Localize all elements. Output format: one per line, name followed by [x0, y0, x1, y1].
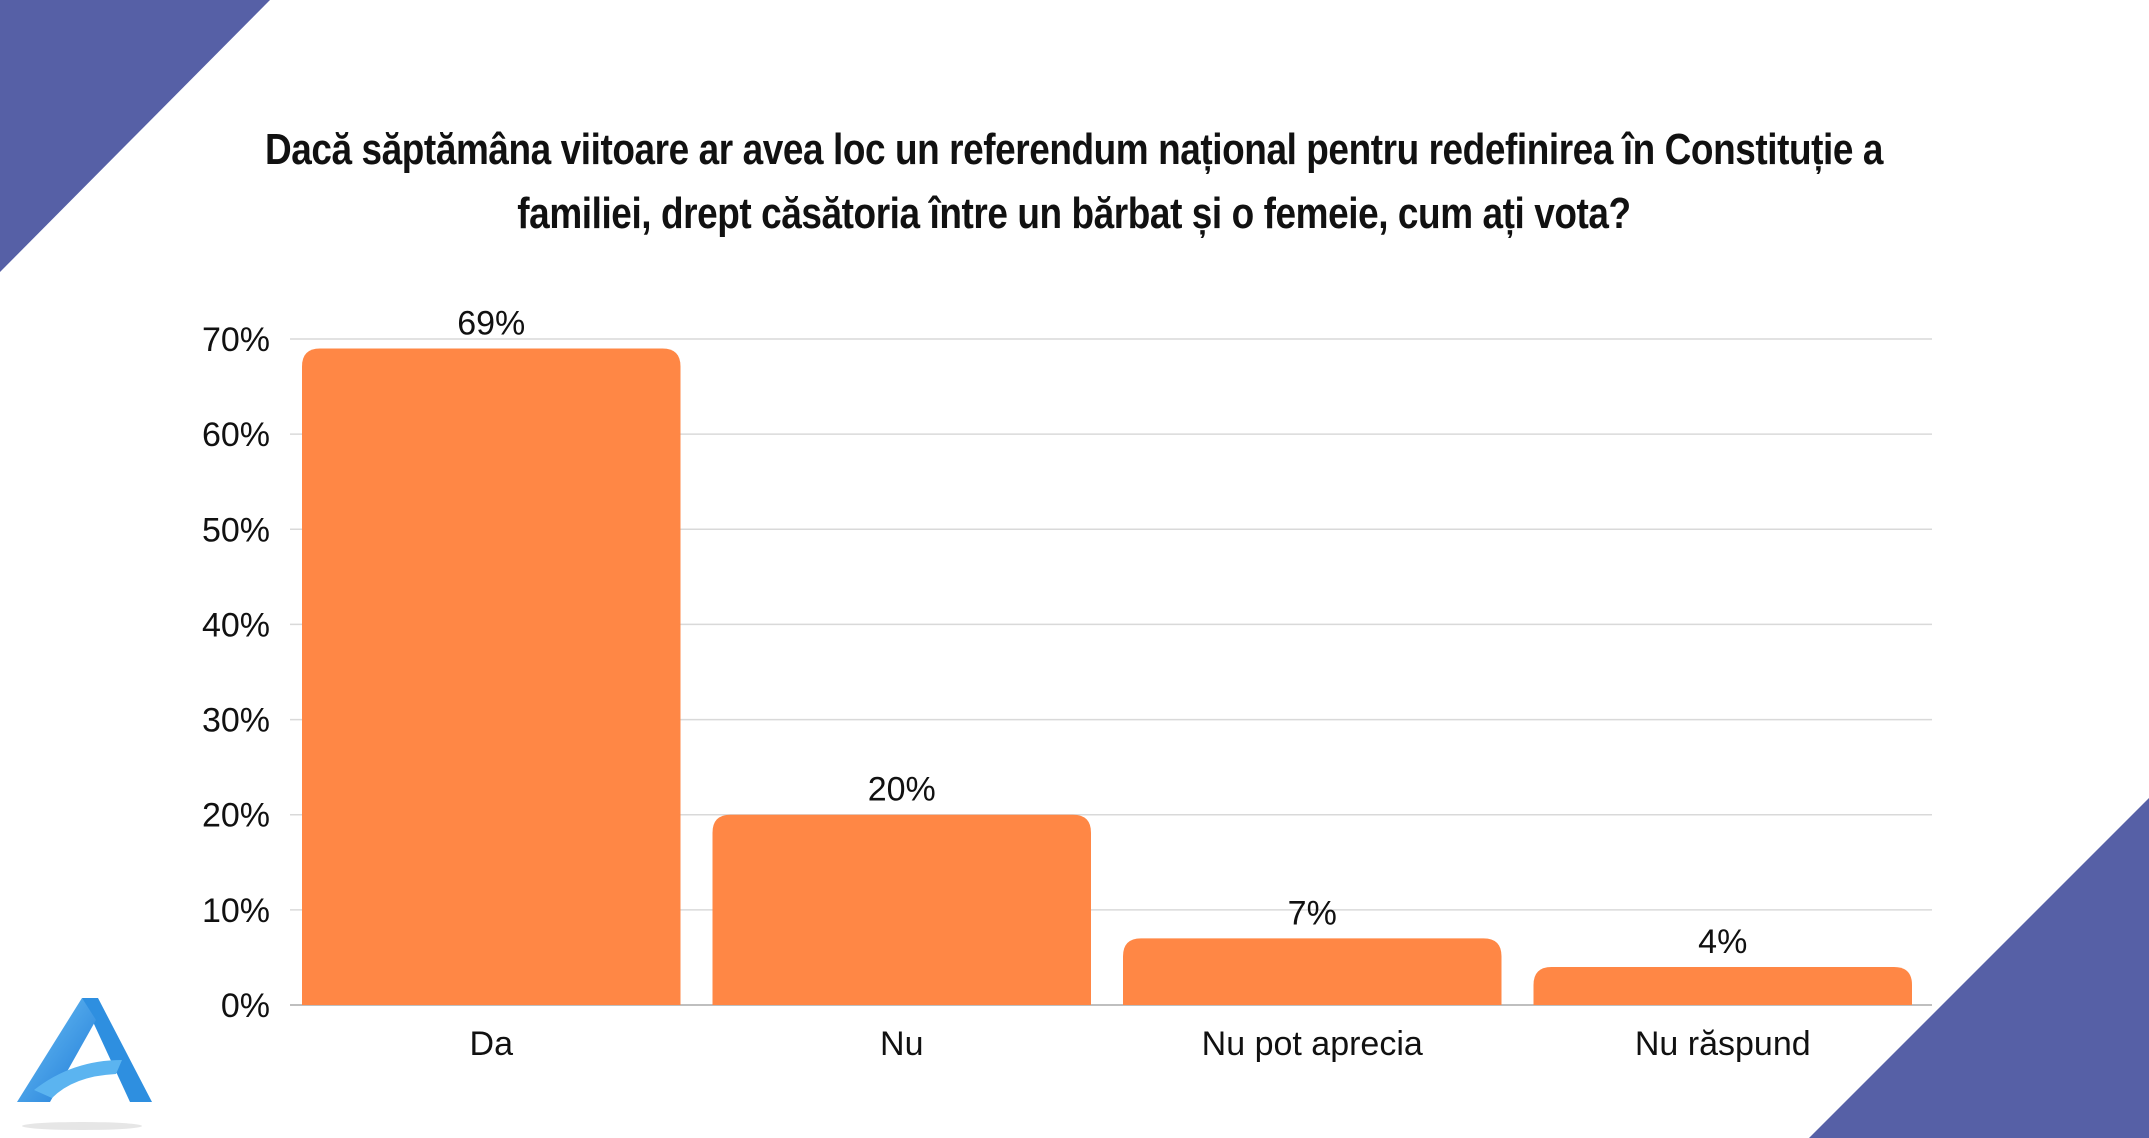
category-label: Nu [880, 1025, 923, 1063]
bar [1123, 938, 1502, 1005]
y-tick-label: 20% [202, 797, 270, 835]
category-labels: Da Nu Nu pot aprecia Nu răspund [470, 1025, 1811, 1063]
bar [1533, 966, 1912, 1005]
y-tick-label: 0% [221, 987, 270, 1025]
category-label: Nu pot aprecia [1202, 1025, 1423, 1063]
category-label: Nu răspund [1635, 1025, 1811, 1063]
bottom-right-corner-triangle [1809, 798, 2149, 1138]
letter-a-logo-icon [17, 998, 152, 1130]
category-label: Da [470, 1025, 514, 1063]
bar-data-label: 69% [457, 305, 525, 343]
bar-data-label: 4% [1698, 923, 1747, 961]
bar-data-label: 7% [1288, 894, 1337, 932]
bars [302, 348, 1912, 1005]
bar [302, 348, 681, 1005]
y-tick-label: 60% [202, 416, 270, 454]
y-tick-label: 70% [202, 321, 270, 359]
chart-title: Dacă săptămâna viitoare ar avea loc un r… [264, 125, 1884, 238]
y-tick-label: 40% [202, 606, 270, 644]
data-labels: 69% 20% 7% 4% [457, 305, 1747, 961]
y-tick-label: 30% [202, 702, 270, 740]
top-left-corner-triangle [0, 0, 270, 272]
y-tick-label: 50% [202, 511, 270, 549]
y-tick-label: 10% [202, 892, 270, 930]
bar [712, 814, 1091, 1005]
y-axis-tick-labels: 0% 10% 20% 30% 40% 50% 60% 70% [202, 321, 270, 1025]
bar-data-label: 20% [868, 771, 936, 809]
